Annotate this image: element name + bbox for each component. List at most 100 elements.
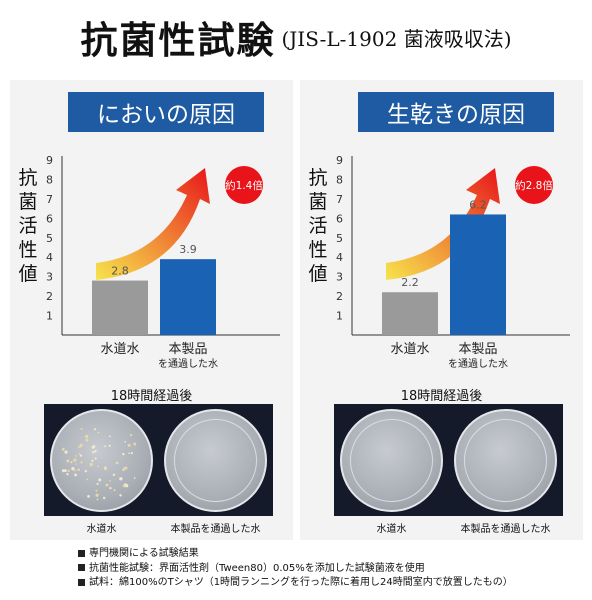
page-title: 抗菌性試験 (JIS-L-1902 菌液吸収法) [0,10,592,64]
x-tick-sublabel: を通過した水 [448,358,508,370]
data-label: 3.9 [179,243,197,256]
x-tick-label: 水道水 [100,342,139,357]
colony-dot [71,466,75,471]
colony-dot [84,469,88,473]
y-tick-label: 4 [46,251,53,264]
panel-damp-smell: 生乾きの原因 抗菌活性値 1 2 3 4 5 6 7 8 9 2.2 水道水 6.2 本製品 を通過した水… [300,80,583,540]
y-tick-label: 1 [336,310,343,323]
colony-dot [64,450,68,454]
colony-dot [66,459,70,463]
colony-dot [122,452,125,456]
colony-dot [73,458,77,462]
colony-dot [108,444,111,447]
y-axis-label: 抗菌活性値 [18,167,38,285]
colony-dot [86,478,89,481]
colony-dot [94,450,97,453]
x-tick-label: 本製品 [168,342,207,357]
data-label: 6.2 [469,198,487,211]
colony-dot [87,494,90,498]
title-sub: (JIS-L-1902 菌液吸収法) [281,26,512,51]
colony-dot [98,478,102,482]
colony-dot [97,431,100,434]
colony-dot [128,452,131,455]
y-tick-label: 8 [46,173,53,186]
y-tick-label: 3 [46,271,53,284]
bullet-square-icon [78,578,85,586]
petri-dish-clean [340,409,443,512]
colony-dot [133,442,137,446]
y-tick-label: 9 [46,154,53,167]
dish-label-tapwater: 水道水 [376,524,407,535]
colony-dot [73,469,76,472]
note-item: 抗菌性能試験：界面活性剤（Tween80）0.05%を添加した試験菌液を使用 [78,562,513,577]
colony-dot [109,487,112,490]
petri-dish-with-colonies [50,409,153,512]
y-tick-label: 3 [336,271,343,284]
bullet-square-icon [78,549,85,557]
x-tick-label: 水道水 [390,342,429,357]
colony-dot [112,473,116,476]
dish-label-filtered: 本製品を通過した水 [460,524,551,535]
bar [92,280,148,335]
colony-dot [91,459,94,462]
dish-label-filtered: 本製品を通過した水 [170,524,261,535]
y-axis-label: 抗菌活性値 [308,167,328,285]
panel-odor: においの原因 抗菌活性値 1 2 3 4 5 6 7 8 9 2.8 水道水 3.9 本製品 を通過した水… [10,80,293,540]
colony-dot [133,477,136,479]
petri-dish-clean [454,409,557,512]
colony-dot [94,457,97,460]
colony-dot [75,463,77,465]
title-main: 抗菌性試験 [80,18,276,62]
y-tick-label: 5 [46,232,53,245]
colony-dot [119,477,123,481]
curved-arrow-icon [96,168,210,280]
colony-dot [95,489,98,492]
dish-label-tapwater: 水道水 [86,524,117,535]
colony-dot [79,454,83,457]
colony-dot [91,445,95,449]
y-tick-label: 2 [336,290,343,303]
dish-photo-filtered [158,404,273,516]
ratio-badge-label: 約1.4倍 [225,179,263,192]
colony-dot [97,465,100,468]
bar-chart-odor: 1 2 3 4 5 6 7 8 9 2.8 水道水 3.9 本製品を通過した水 約1.4倍 [46,154,280,370]
dish-photo-tapwater [44,404,159,516]
x-tick-sublabel: を通過した水 [158,358,218,370]
colony-dot [80,427,83,430]
colony-dot [122,468,125,471]
dish-caption: 18時間経過後 [400,389,483,404]
y-tick-label: 6 [336,212,343,225]
colony-dot [74,473,77,477]
colony-dot [119,494,122,497]
colony-dot [77,445,80,448]
y-tick-label: 9 [336,154,343,167]
bar [382,292,438,335]
colony-dot [127,443,131,447]
bar [450,214,506,335]
y-tick-label: 1 [46,310,53,323]
colony-dot [79,443,83,447]
colony-dot [61,469,66,473]
colony-dot [129,433,133,437]
ratio-badge-label: 約2.8倍 [515,179,553,192]
dish-photo-tapwater [334,404,449,516]
y-tick-label: 4 [336,251,343,264]
bar [160,259,216,335]
colony-dot [115,461,119,465]
colony-dot [70,461,73,464]
colony-dot [102,496,106,500]
dish-photo-filtered [448,404,563,516]
petri-dish-clean [164,409,267,512]
ratio-badge [225,166,263,204]
colony-dot [80,461,83,464]
dish-caption: 18時間経過後 [110,389,193,404]
colony-dot [61,448,65,451]
bullet-square-icon [78,564,85,571]
colony-dot [123,467,126,470]
chart-title-banner: においの原因 [68,92,264,132]
colony-dot [104,466,107,469]
colony-dot [91,451,95,454]
y-tick-label: 6 [46,212,53,225]
bar-chart-damp: 1 2 3 4 5 6 7 8 9 2.2 水道水 6.2 本製品を通過した水 約2.8倍 [336,154,570,370]
colony-dot [85,434,89,439]
